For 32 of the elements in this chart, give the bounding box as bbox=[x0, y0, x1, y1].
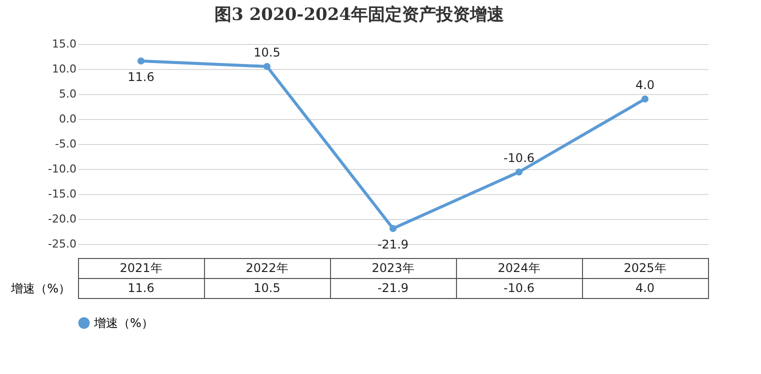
text: -21.9 bbox=[377, 238, 409, 252]
x-tick-label: 2023年 bbox=[372, 261, 414, 275]
x-tick-label: 2024年 bbox=[498, 261, 540, 275]
point bbox=[515, 168, 523, 176]
data-label: -10.6 bbox=[503, 281, 535, 295]
x-tick-label: 2022年 bbox=[246, 261, 288, 275]
data-label: -21.9 bbox=[377, 281, 409, 295]
text: 10.5 bbox=[254, 46, 280, 60]
point bbox=[389, 224, 397, 232]
point bbox=[263, 62, 271, 70]
x-tick-label: 2025年 bbox=[624, 261, 666, 275]
y-tick-label: 15.0 bbox=[52, 38, 76, 50]
data-label: 11.6 bbox=[128, 281, 154, 295]
text: -10.6 bbox=[503, 151, 535, 165]
y-tick-label: 5.0 bbox=[59, 88, 76, 100]
x-tick-label: 2021年 bbox=[120, 261, 162, 275]
data-label: 4.0 bbox=[635, 281, 655, 295]
point bbox=[641, 95, 649, 103]
text: 4.0 bbox=[635, 78, 655, 92]
y-tick-label: 0.0 bbox=[59, 112, 76, 126]
y-tick-label: -10.0 bbox=[48, 162, 76, 176]
y-tick-label: -5.0 bbox=[55, 138, 76, 150]
chart-title: 图3 2020-2024年固定资产投资增速 bbox=[214, 5, 504, 25]
y-tick-label: -25.0 bbox=[48, 238, 76, 250]
point bbox=[137, 57, 145, 65]
y-tick-label: -15.0 bbox=[48, 188, 76, 200]
legend-label: 增速（%） bbox=[93, 316, 154, 330]
y-tick-label: -20.0 bbox=[48, 212, 76, 226]
text: 增速（%） bbox=[11, 282, 70, 296]
text: 11.6 bbox=[128, 70, 154, 84]
data-label: 10.5 bbox=[254, 281, 280, 295]
y-tick-label: 10.0 bbox=[52, 62, 76, 76]
